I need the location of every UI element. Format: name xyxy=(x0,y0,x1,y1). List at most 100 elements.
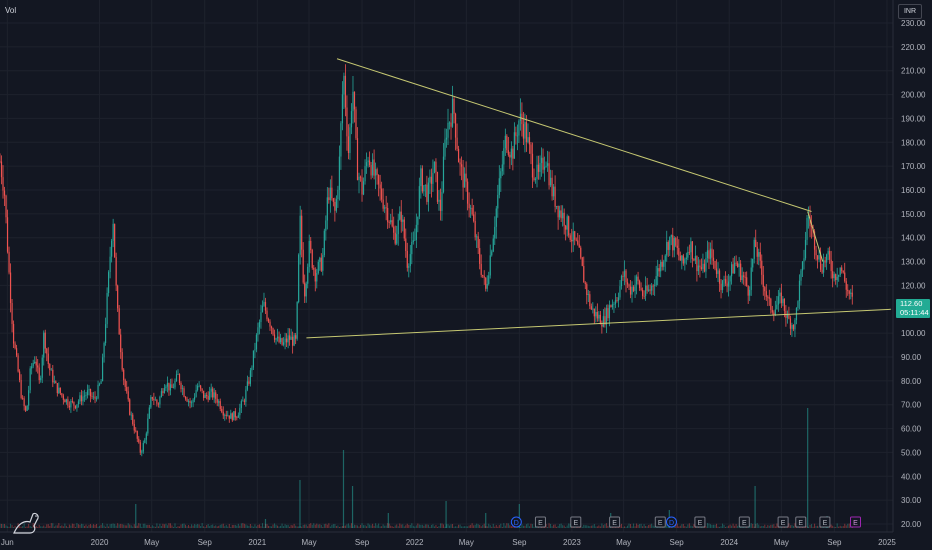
dividend-icon xyxy=(510,516,522,528)
earnings-marker[interactable]: E xyxy=(738,516,750,528)
volume-bar xyxy=(136,525,138,528)
volume-bar xyxy=(456,526,458,528)
candle-body xyxy=(539,162,541,172)
candle-body xyxy=(23,398,25,407)
candle-body xyxy=(752,258,754,268)
candle-body xyxy=(68,405,70,408)
currency-button[interactable]: INR xyxy=(898,4,922,19)
volume-bar xyxy=(550,523,552,528)
tradingview-logo-icon[interactable] xyxy=(13,512,39,534)
candle-body xyxy=(672,235,674,251)
volume-bar xyxy=(200,526,202,528)
candle-body xyxy=(720,283,722,291)
volume-bar xyxy=(350,523,352,528)
candle-body xyxy=(295,335,297,339)
volume-bar xyxy=(91,525,93,528)
price-axis[interactable]: 230.00 220.00 210.00 200.00 190.00 180.00 170.… xyxy=(892,0,926,532)
earnings-marker[interactable]: E xyxy=(570,516,582,528)
earnings-marker[interactable]: E xyxy=(609,516,621,528)
volume-bar xyxy=(10,523,12,528)
volume-bar xyxy=(73,523,75,528)
earnings-marker[interactable]: E xyxy=(819,516,831,528)
earnings-marker[interactable]: E xyxy=(777,516,789,528)
candle-body xyxy=(213,392,215,398)
volume-bar xyxy=(714,524,716,528)
earnings-marker[interactable]: E xyxy=(534,516,546,528)
candle-body xyxy=(832,271,834,279)
volume-bar xyxy=(172,526,174,528)
candle-body xyxy=(228,415,230,419)
candle-body xyxy=(353,91,356,110)
candle-body xyxy=(272,328,274,335)
candle-body xyxy=(670,235,672,237)
candle-body xyxy=(586,284,588,296)
volume-bar xyxy=(459,524,461,528)
candle-body xyxy=(611,304,614,308)
volume-bar xyxy=(590,525,592,528)
volume-bar xyxy=(93,524,95,528)
candle-body xyxy=(356,138,359,181)
volume-bar xyxy=(706,523,708,528)
candle-body xyxy=(749,289,751,296)
candle-body xyxy=(542,157,544,170)
candle-body xyxy=(168,382,170,391)
candle-body xyxy=(761,260,763,275)
candle-body xyxy=(445,137,448,140)
dividend-marker[interactable]: D xyxy=(510,516,522,528)
price-tick-label: 20.00 xyxy=(901,520,922,529)
volume-bar xyxy=(584,525,586,528)
candle-body xyxy=(589,294,591,307)
candle-body xyxy=(850,292,852,294)
event-letter: E xyxy=(742,520,747,527)
earnings-icon xyxy=(850,516,862,528)
candle-body xyxy=(540,157,543,163)
candle-body xyxy=(687,251,689,258)
candle-body xyxy=(136,431,138,439)
earnings-marker[interactable]: E xyxy=(654,516,666,528)
volume-bar xyxy=(26,526,28,528)
earnings-icon xyxy=(654,516,666,528)
candle-body xyxy=(471,207,473,215)
time-axis[interactable]: Jun 2020 May Sep 2021 May Sep 2022 May Sep 2023 May… xyxy=(0,531,896,547)
candle-body xyxy=(408,266,410,268)
volume-bar xyxy=(77,524,79,528)
volume-bar xyxy=(684,526,686,528)
candle-body xyxy=(417,216,419,225)
earnings-marker[interactable]: E xyxy=(850,516,862,528)
candle-body xyxy=(92,396,95,398)
volume-bar xyxy=(441,523,443,528)
volume-bar xyxy=(568,523,570,528)
volume-bar xyxy=(509,525,511,528)
candle-body xyxy=(138,438,140,443)
candle-body xyxy=(634,284,636,291)
candle-body xyxy=(343,75,345,95)
candle-body xyxy=(22,397,24,399)
dividend-marker[interactable]: D xyxy=(665,516,677,528)
earnings-marker[interactable]: E xyxy=(795,516,807,528)
candle-body xyxy=(527,137,529,143)
volume-bar xyxy=(254,524,256,528)
volume-bar xyxy=(5,525,7,528)
volume-bar xyxy=(444,526,446,528)
candle-body xyxy=(301,215,303,250)
volume-bar xyxy=(355,525,357,528)
trendlines[interactable] xyxy=(306,58,891,339)
volume-bar xyxy=(83,525,85,528)
volume-bar xyxy=(436,526,438,528)
candle-body xyxy=(104,324,107,344)
volume-bar xyxy=(625,526,627,528)
candle-body xyxy=(727,281,730,287)
volume-bar xyxy=(688,523,690,528)
candle-body xyxy=(115,257,117,286)
volume-bar xyxy=(476,523,478,528)
candle-body xyxy=(632,286,635,291)
candle-body xyxy=(144,439,146,443)
volume-bar xyxy=(554,524,556,528)
earnings-marker[interactable]: E xyxy=(694,516,706,528)
volume-bar xyxy=(506,523,508,528)
candle-body xyxy=(794,320,796,330)
volume-bar xyxy=(473,525,475,528)
volume-bar xyxy=(623,526,625,528)
